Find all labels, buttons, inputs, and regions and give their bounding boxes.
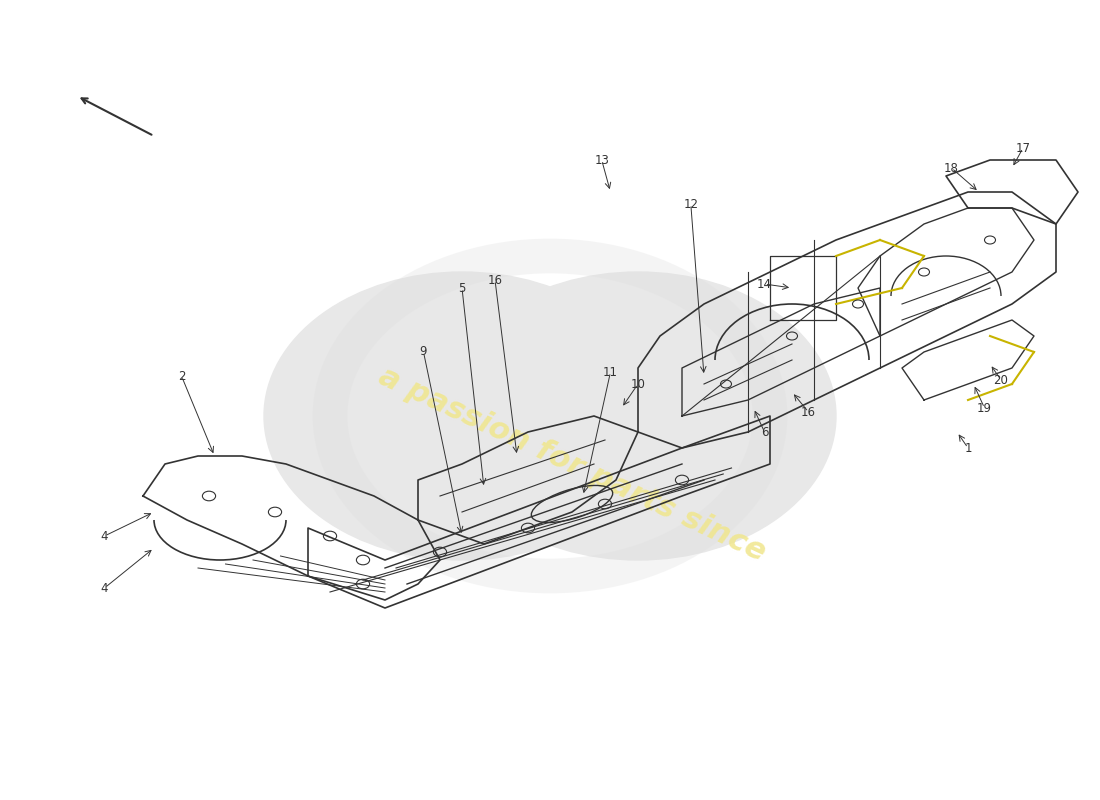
- Circle shape: [440, 272, 836, 560]
- Circle shape: [264, 272, 660, 560]
- Text: 14: 14: [757, 278, 772, 290]
- Text: 2: 2: [178, 370, 185, 382]
- Text: 19: 19: [977, 402, 992, 414]
- Text: 16: 16: [487, 274, 503, 286]
- Text: 20: 20: [993, 374, 1009, 386]
- Text: 1: 1: [965, 442, 971, 454]
- Text: 18: 18: [944, 162, 959, 174]
- Text: 10: 10: [630, 378, 646, 390]
- Text: 9: 9: [420, 346, 427, 358]
- Text: a passion for parts since: a passion for parts since: [374, 362, 770, 566]
- Text: 13: 13: [594, 154, 609, 166]
- Text: 17: 17: [1015, 142, 1031, 154]
- Text: 4: 4: [101, 582, 108, 594]
- Text: 6: 6: [761, 426, 768, 438]
- Text: 11: 11: [603, 366, 618, 378]
- Text: 4: 4: [101, 530, 108, 542]
- Text: 12: 12: [683, 198, 698, 210]
- Text: 5: 5: [459, 282, 465, 294]
- Text: 16: 16: [801, 406, 816, 418]
